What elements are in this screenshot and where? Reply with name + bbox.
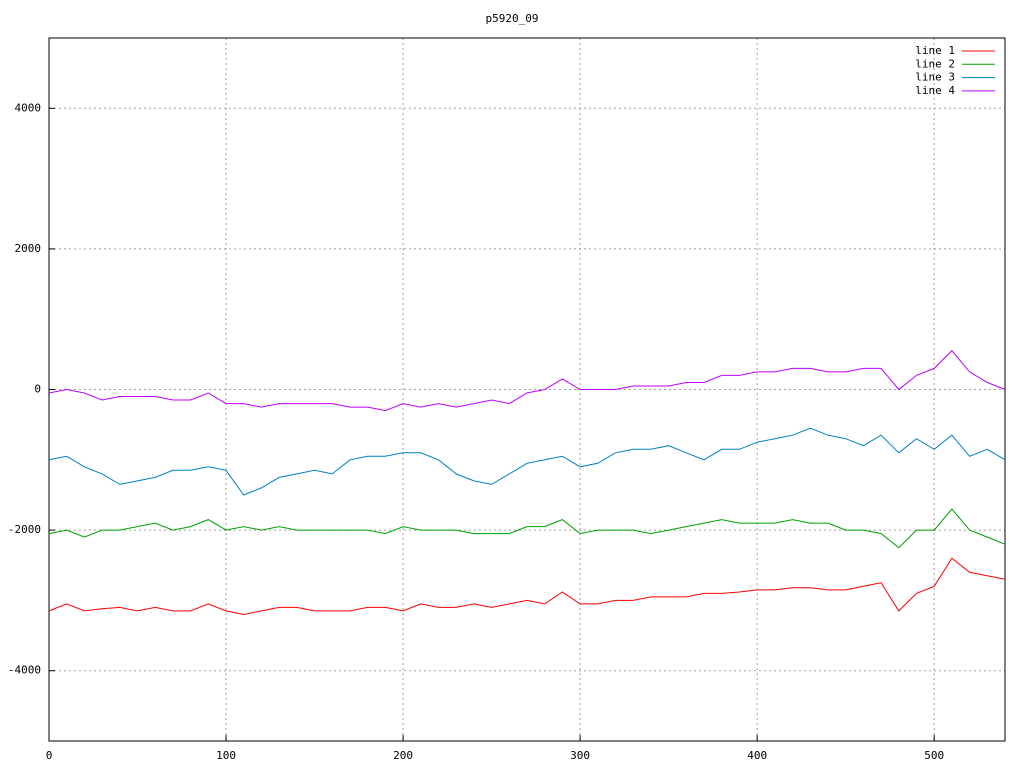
x-tick-label: 300 (570, 749, 590, 762)
y-tick-label: -4000 (8, 664, 41, 677)
chart-title: p5920_09 (486, 12, 539, 25)
y-tick-label: -2000 (8, 523, 41, 536)
line-series (48, 557, 1006, 616)
legend-label: line 2 (915, 57, 955, 70)
y-tick-label: 2000 (15, 242, 42, 255)
x-tick-label: 400 (747, 749, 767, 762)
line-series (48, 508, 1006, 549)
line-series (48, 427, 1006, 496)
y-tick-label: 0 (34, 383, 41, 396)
y-tick-label: 4000 (15, 101, 42, 114)
x-tick-label: 0 (46, 749, 53, 762)
x-tick-label: 200 (393, 749, 413, 762)
line-series (48, 350, 1006, 412)
legend-label: line 3 (915, 71, 955, 84)
legend-label: line 4 (915, 84, 955, 97)
legend-label: line 1 (915, 44, 955, 57)
x-tick-label: 100 (216, 749, 236, 762)
x-tick-label: 500 (924, 749, 944, 762)
